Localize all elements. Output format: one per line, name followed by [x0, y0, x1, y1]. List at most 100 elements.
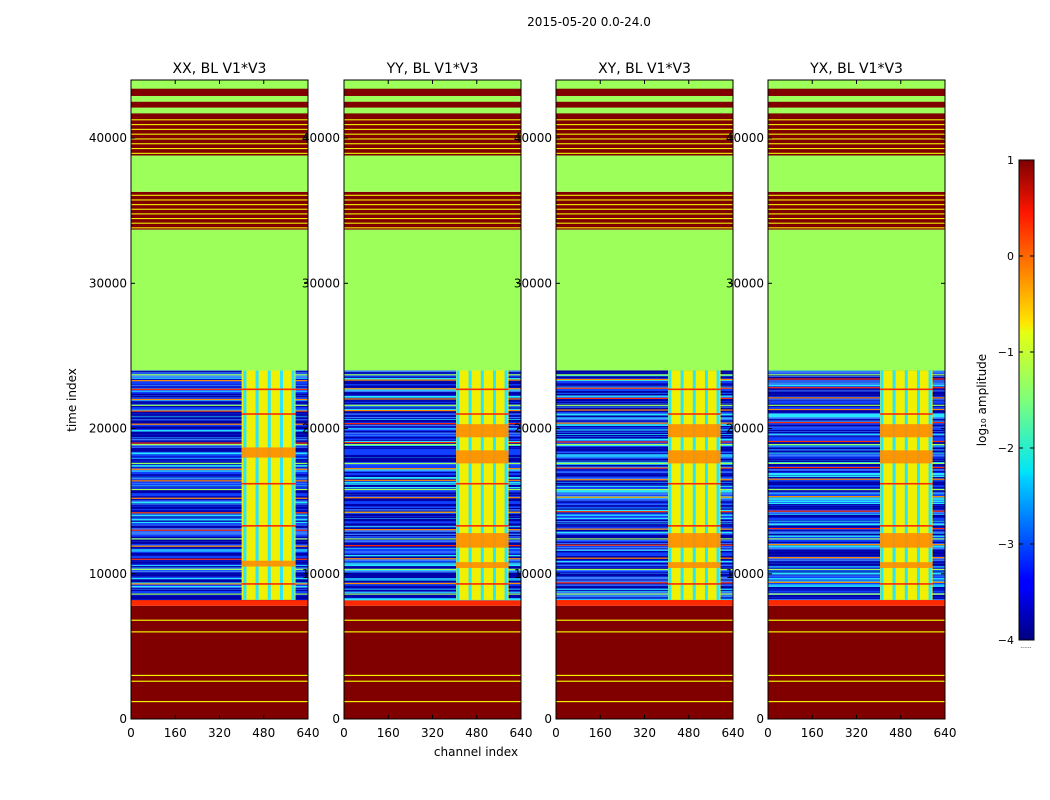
hot-region: [456, 562, 509, 568]
stripe: [344, 558, 521, 560]
stripe: [768, 412, 945, 415]
stripe: [131, 587, 308, 590]
stripe: [556, 631, 733, 633]
stripe: [556, 397, 733, 400]
stripe: [344, 463, 521, 465]
flat-block: [131, 155, 308, 192]
x-tick-label: 160: [164, 726, 187, 740]
stripe: [768, 415, 945, 418]
stripe: [131, 575, 308, 577]
stripe: [556, 194, 733, 196]
stripe: [131, 588, 308, 590]
stripe: [131, 441, 308, 444]
stripe: [131, 501, 308, 504]
stripe: [131, 374, 308, 376]
flat-block: [768, 229, 945, 371]
stripe: [344, 500, 521, 502]
stripe: [344, 563, 521, 565]
stripe: [768, 411, 945, 413]
stripe: [768, 374, 945, 376]
stripe: [344, 674, 521, 677]
stripe: [344, 483, 521, 485]
stripe: [880, 413, 933, 415]
stripe: [131, 372, 308, 374]
stripe: [556, 585, 733, 587]
stripe: [131, 411, 308, 414]
hot-region: [668, 424, 721, 438]
stripe: [768, 376, 945, 378]
stripe: [344, 536, 521, 538]
flat-block: [768, 155, 945, 192]
hot-region: [880, 424, 933, 438]
stripe: [768, 552, 945, 555]
stripe: [344, 400, 521, 402]
stripe: [556, 431, 733, 433]
stripe: [556, 464, 733, 467]
stripe: [880, 388, 933, 391]
channel-column: [492, 370, 496, 600]
colorbar-gradient: [1018, 159, 1035, 641]
band: [556, 107, 733, 114]
stripe: [344, 532, 521, 534]
stripe: [344, 574, 521, 577]
edge-band: [344, 599, 521, 606]
stripe: [768, 464, 945, 467]
stripe: [556, 199, 733, 201]
stripe: [344, 395, 521, 398]
stripe: [556, 522, 733, 524]
x-axis-label: channel index: [434, 745, 518, 759]
stripe: [131, 456, 308, 458]
stripe: [131, 372, 308, 374]
band: [344, 95, 521, 102]
saturated-block: [131, 605, 308, 719]
stripe: [768, 680, 945, 682]
stripe: [344, 488, 521, 490]
stripe: [344, 520, 521, 522]
stripe: [556, 566, 733, 568]
stripe: [556, 410, 733, 412]
stripe: [768, 462, 945, 464]
y-tick-label: 20000: [514, 422, 552, 436]
striped-block: [131, 191, 308, 230]
stripe: [344, 204, 521, 206]
stripe: [556, 547, 733, 549]
stripe: [556, 469, 733, 471]
y-tick-label: 10000: [726, 567, 764, 581]
stripe: [768, 413, 945, 416]
stripe: [344, 556, 521, 558]
stripe: [344, 124, 521, 126]
stripe: [556, 510, 733, 512]
stripe: [131, 527, 308, 529]
stripe: [131, 496, 308, 498]
stripe: [768, 507, 945, 510]
stripe: [556, 494, 733, 496]
stripe: [344, 389, 521, 391]
striped-block: [556, 191, 733, 230]
channel-column: [704, 370, 708, 600]
stripe: [768, 584, 945, 586]
stripe: [344, 138, 521, 140]
band: [344, 80, 521, 89]
stripe: [344, 565, 521, 568]
stripe: [131, 409, 308, 411]
x-tick-label: 640: [297, 726, 320, 740]
stripe: [556, 446, 733, 449]
stripe: [131, 379, 308, 381]
stripe: [344, 516, 521, 519]
stripe: [768, 449, 945, 451]
stripe: [131, 598, 308, 600]
stripe: [556, 403, 733, 406]
stripe: [556, 586, 733, 589]
y-tick-label: 40000: [302, 131, 340, 145]
stripe: [768, 527, 945, 530]
stripe: [344, 409, 521, 410]
stripe: [344, 554, 521, 557]
stripe: [131, 570, 308, 573]
stripe: [556, 498, 733, 500]
y-tick-label: 30000: [726, 276, 764, 290]
stripe: [344, 381, 521, 383]
stripe: [131, 213, 308, 215]
stripe: [131, 465, 308, 467]
stripe: [131, 574, 308, 576]
stripe: [768, 387, 945, 389]
